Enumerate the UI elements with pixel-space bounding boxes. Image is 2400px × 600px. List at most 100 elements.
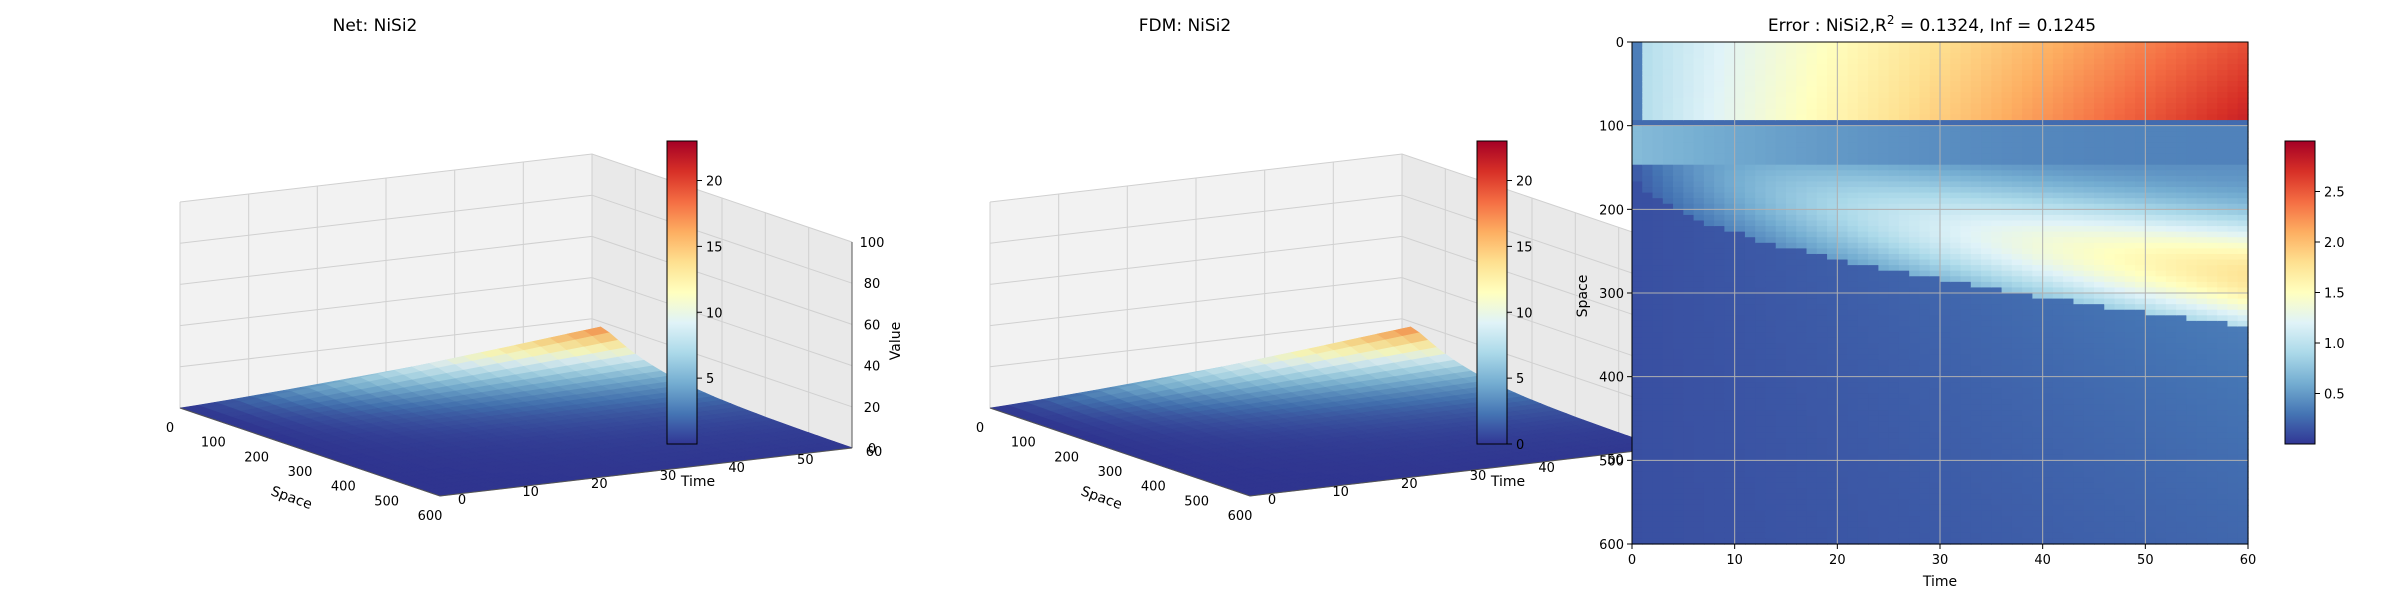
heatmap-cell [1837,382,1849,389]
heatmap-cell [1857,320,1869,328]
heatmap-cell [1970,293,1982,300]
heatmap-cell [1888,92,1900,99]
heatmap-cell [1857,398,1869,406]
heatmap-cell [1755,359,1767,367]
heatmap-cell [1744,398,1756,406]
heatmap-cell [1755,404,1767,411]
heatmap-cell [1909,198,1921,205]
x-tick-label: 600 [418,509,443,524]
heatmap-cell [1991,42,2003,49]
heatmap-cell [1991,237,2003,244]
heatmap-cell [1703,159,1715,166]
heatmap-cell [1970,315,1982,322]
heatmap-cell [1991,69,2003,77]
heatmap-cell [1632,516,1643,523]
heatmap-cell [1857,265,1869,272]
heatmap-cell [1970,265,1982,272]
heatmap-cell [1827,136,1838,143]
heatmap-cell [1827,304,1838,311]
heatmap-cell [1632,103,1643,110]
heatmap-cell [1632,142,1643,149]
heatmap-cell [1837,198,1849,205]
heatmap-cell [1755,421,1767,428]
heatmap-cell [1888,516,1900,523]
heatmap-cell [1909,53,1921,60]
heatmap-cell [1837,398,1849,406]
heatmap-cell [1898,159,1910,166]
heatmap-cell [1744,270,1756,277]
heatmap-cell [1652,449,1664,456]
heatmap-cell [1693,114,1705,121]
heatmap-cell [1919,348,1931,355]
heatmap-cell [1693,337,1705,344]
heatmap-cell [1970,382,1982,389]
heatmap-cell [1786,114,1797,121]
heatmap-cell [1796,387,1808,394]
heatmap-cell [1816,398,1828,406]
heatmap-cell [1796,326,1808,333]
heatmap-cell [1775,226,1787,233]
heatmap-cell [1796,320,1808,328]
heatmap-cell [1898,214,1910,222]
heatmap-cell [1929,465,1941,473]
heatmap-cell [1878,493,1890,500]
heatmap-cell [1981,521,1992,528]
heatmap-cell [1837,237,1849,244]
heatmap-cell [1837,136,1849,143]
heatmap-cell [1909,253,1921,261]
heatmap-cell [1898,376,1910,383]
heatmap-cell [1775,315,1787,322]
heatmap-cell [1662,354,1674,361]
heatmap-cell [1827,482,1838,489]
heatmap-cell [1786,404,1797,411]
heatmap-cell [1724,309,1736,316]
heatmap-cell [1898,449,1910,456]
heatmap-cell [1857,69,1869,77]
heatmap-cell [1755,136,1767,143]
heatmap-cell [1652,131,1664,138]
heatmap-cell [1786,499,1797,506]
heatmap-cell [1888,237,1900,244]
heatmap-cell [1898,493,1910,500]
heatmap-cell [1960,510,1972,517]
heatmap-cell [1714,421,1725,428]
heatmap-cell [1991,226,2003,233]
heatmap-cell [1693,187,1705,194]
heatmap-cell [1796,532,1808,540]
heatmap-cell [1898,97,1910,104]
heatmap-cell [1960,214,1972,222]
y-tick-label: 30 [1470,469,1487,484]
heatmap-cell [1724,415,1736,422]
heatmap-cell [1837,293,1849,300]
heatmap-cell [1888,298,1900,305]
heatmap-cell [1837,304,1849,311]
heatmap-cell [1652,426,1664,434]
heatmap-cell [1744,532,1756,540]
heatmap-cell [1714,226,1725,233]
heatmap-cell [1847,103,1859,110]
heatmap-cell [1827,393,1838,400]
heatmap-cell [2001,354,2013,361]
heatmap-cell [1991,86,2003,93]
heatmap-cell [1734,259,1746,266]
heatmap-cell [1662,426,1674,434]
heatmap-cell [1816,421,1828,428]
heatmap-cell [1714,164,1725,171]
heatmap-cell [1642,92,1654,99]
heatmap-cell [1693,477,1705,484]
heatmap-cell [1940,527,1951,534]
heatmap-cell [1796,493,1808,500]
heatmap-cell [2001,136,2013,143]
heatmap-cell [1806,404,1818,411]
heatmap-cell [1878,220,1890,227]
heatmap-cell [1765,131,1777,138]
heatmap-cell [1714,75,1725,82]
heatmap-cell [1734,410,1746,417]
heatmap-cell [1652,398,1664,406]
x-tick-label: 600 [1228,509,1253,524]
heatmap-cell [1642,449,1654,456]
heatmap-cell [1837,259,1849,266]
heatmap-cell [1765,64,1777,71]
heatmap-cell [1950,108,1962,116]
error-heatmap-panel: Error : NiSi2,R2 = 0.1324, Inf = 0.1245 … [1575,13,2345,590]
